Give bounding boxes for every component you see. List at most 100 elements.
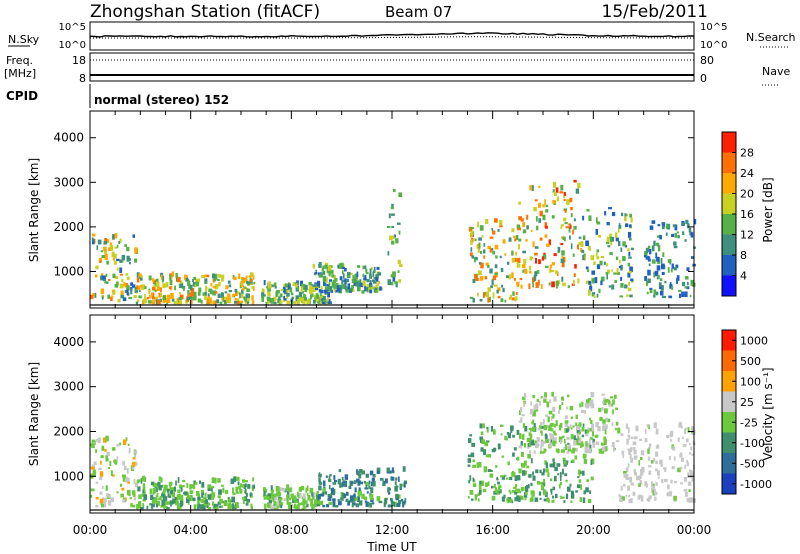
heatmap-cell: [539, 210, 543, 217]
heatmap-cell: [244, 480, 248, 483]
heatmap-cell: [537, 444, 540, 447]
heatmap-cell: [318, 485, 322, 491]
heatmap-cell: [365, 272, 369, 275]
heatmap-cell: [103, 246, 107, 251]
heatmap-cell: [518, 201, 521, 205]
colorbar-swatch: [722, 214, 736, 235]
heatmap-cell: [656, 256, 660, 262]
heatmap-cell: [563, 208, 567, 212]
heatmap-cell: [518, 263, 521, 268]
heatmap-cell: [690, 471, 695, 477]
heatmap-cell: [572, 425, 575, 428]
heatmap-cell: [179, 500, 183, 504]
heatmap-cell: [545, 204, 549, 208]
heatmap-cell: [103, 497, 107, 503]
heatmap-cell: [581, 426, 585, 432]
heatmap-cell: [268, 283, 272, 289]
heatmap-cell: [679, 466, 683, 470]
heatmap-cell: [188, 296, 192, 300]
heatmap-cell: [529, 441, 532, 447]
heatmap-cell: [92, 238, 95, 245]
heatmap-cell: [395, 282, 398, 288]
heatmap-cell: [374, 287, 378, 290]
heatmap-cell: [208, 299, 212, 303]
heatmap-cell: [559, 191, 563, 194]
heatmap-cell: [136, 504, 139, 510]
heatmap-cell: [99, 491, 103, 495]
heatmap-cell: [106, 239, 110, 243]
heatmap-cell: [522, 470, 526, 476]
heatmap-cell: [296, 504, 300, 510]
heatmap-cell: [589, 438, 591, 445]
heatmap-cell: [192, 484, 196, 489]
heatmap-cell: [91, 443, 95, 449]
heatmap-cell: [376, 496, 381, 502]
heatmap-cell: [224, 300, 227, 303]
heatmap-cell: [534, 252, 538, 256]
freq-panel: Freq. [MHz] 18 8 80 0 Nave: [4, 52, 790, 86]
heatmap-cell: [115, 275, 119, 280]
heatmap-cell: [592, 442, 596, 448]
heatmap-cell: [196, 278, 200, 283]
heatmap-cell: [535, 257, 537, 264]
heatmap-cell: [377, 272, 382, 276]
heatmap-cell: [122, 460, 125, 466]
velocity-ylabel: Slant Range [km]: [27, 362, 41, 466]
heatmap-cell: [210, 493, 213, 498]
heatmap-cell: [216, 299, 220, 304]
heatmap-cell: [628, 270, 632, 274]
heatmap-cell: [686, 281, 689, 286]
heatmap-cell: [168, 481, 173, 487]
heatmap-cell: [369, 268, 372, 275]
heatmap-cell: [273, 505, 277, 509]
heatmap-cell: [394, 486, 398, 492]
heatmap-cell: [111, 447, 116, 451]
heatmap-cell: [567, 442, 570, 445]
heatmap-cell: [661, 295, 665, 299]
heatmap-cell: [130, 502, 133, 508]
heatmap-cell: [589, 283, 592, 287]
heatmap-cell: [557, 448, 560, 454]
heatmap-cell: [329, 474, 332, 477]
heatmap-cell: [98, 259, 102, 263]
heatmap-cell: [666, 492, 669, 497]
heatmap-cell: [188, 284, 191, 290]
heatmap-cell: [221, 292, 223, 298]
nsearch-tick-bottom: 10^0: [700, 40, 727, 51]
heatmap-cell: [561, 250, 565, 256]
heatmap-cell: [141, 475, 145, 482]
heatmap-cell: [492, 250, 495, 255]
heatmap-cell: [513, 278, 516, 281]
heatmap-cell: [105, 455, 109, 459]
heatmap-cell: [504, 435, 507, 440]
heatmap-cell: [364, 500, 368, 503]
heatmap-cell: [602, 446, 606, 452]
heatmap-cell: [594, 434, 599, 438]
heatmap-cell: [581, 434, 585, 438]
heatmap-cell: [570, 494, 575, 499]
heatmap-cell: [611, 269, 613, 272]
heatmap-cell: [690, 232, 694, 238]
heatmap-cell: [161, 279, 164, 283]
heatmap-cell: [582, 497, 586, 503]
heatmap-cell: [563, 500, 566, 503]
heatmap-cell: [593, 261, 596, 266]
colorbar-frame: [721, 329, 737, 495]
heatmap-cell: [289, 497, 292, 501]
heatmap-cell: [538, 218, 541, 223]
heatmap-cell: [154, 296, 159, 302]
heatmap-cell: [119, 259, 123, 263]
heatmap-cell: [564, 420, 569, 424]
heatmap-cell: [270, 492, 274, 498]
heatmap-cell: [569, 224, 572, 229]
heatmap-cell: [586, 429, 589, 434]
heatmap-cell: [647, 448, 650, 455]
heatmap-cell: [98, 467, 102, 471]
heatmap-cell: [341, 267, 345, 270]
heatmap-cell: [522, 229, 527, 234]
heatmap-cell: [179, 484, 182, 488]
heatmap-cell: [246, 499, 251, 503]
heatmap-cell: [177, 493, 181, 499]
heatmap-cell: [559, 481, 563, 486]
